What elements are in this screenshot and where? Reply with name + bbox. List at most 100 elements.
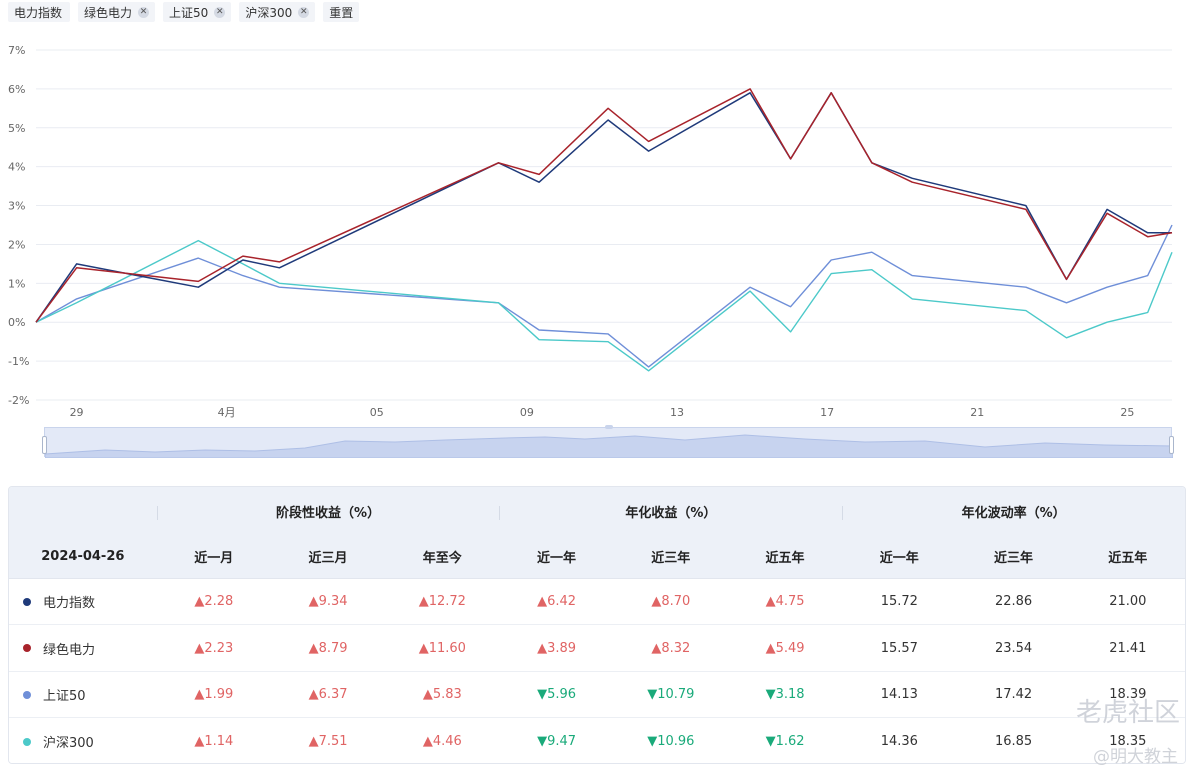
row-name: 上证50 [43,689,86,704]
return-table: 阶段性收益（%） 年化收益（%） 年化波动率（%） 2024-04-26 近一月… [8,486,1186,764]
time-range-slider[interactable] [42,425,1174,458]
value-cell: 21.41 [1109,640,1147,656]
value-cell: ▲8.70 [651,594,691,609]
y-tick-label: 1% [8,277,25,290]
y-tick-label: 6% [8,83,25,96]
value-cell: ▼9.47 [537,734,577,749]
value-cell: ▲8.79 [308,640,348,656]
date-header: 2024-04-26 [41,549,125,564]
table-row: 上证50 ▲1.99 ▲6.37 ▲5.83 ▼5.96 ▼10.79 ▼3.18 14.13… [9,672,1185,718]
slider-preview [45,434,1173,458]
table-row: 电力指数 ▲2.28 ▲9.34 ▲12.72 ▲6.42 ▲8.70 ▲4.75 15.72… [9,579,1185,625]
group-header-row: 阶段性收益（%） 年化收益（%） 年化波动率（%） [9,487,1185,535]
column-header: 近五年 [1108,551,1148,566]
value-cell: ▲12.72 [418,594,466,609]
value-cell: ▲6.42 [537,594,577,609]
row-name-cell: 上证50 [9,685,157,704]
value-cell: 16.85 [994,734,1033,749]
x-tick-label: 29 [70,406,84,419]
series-line-2 [35,224,1173,368]
y-tick-label: 3% [8,200,25,213]
value-cell: ▲8.32 [651,640,691,656]
value-cell: ▲11.60 [418,640,466,656]
x-tick-label: 09 [520,406,534,419]
series-dot-icon [23,597,31,606]
slider-grip[interactable] [605,425,613,429]
value-cell: 23.54 [994,640,1033,656]
value-cell: 18.35 [1109,734,1147,749]
x-tick-label: 25 [1120,406,1134,419]
y-tick-label: -2% [8,394,29,407]
compare-chip-green-power[interactable]: 绿色电力 ✕ [78,2,156,22]
x-tick-label: 05 [370,406,384,419]
value-cell: ▲4.75 [765,594,805,609]
value-cell: ▲4.46 [422,734,462,749]
value-cell: ▲5.49 [765,640,805,656]
slider-left-handle[interactable] [42,436,47,454]
value-cell: ▲1.99 [194,687,234,702]
series-line-0 [35,92,1172,323]
value-cell: ▲7.51 [308,734,348,749]
y-tick-label: 0% [8,316,25,329]
close-icon[interactable]: ✕ [298,6,310,18]
row-name: 电力指数 [43,596,96,611]
value-cell: 18.39 [1109,687,1147,702]
reset-button[interactable]: 重置 [323,2,360,22]
filter-bar: 电力指数 绿色电力 ✕ 上证50 ✕ 沪深300 ✕ 重置 [8,1,360,23]
row-name-cell: 沪深300 [9,732,157,751]
value-cell: ▲2.23 [194,640,234,656]
column-header: 近三月 [308,551,348,566]
value-cell: 21.00 [1109,594,1147,609]
series-line-1 [35,88,1173,323]
column-header: 近五年 [765,551,805,566]
x-tick-label: 21 [970,406,984,419]
value-cell: ▲5.83 [422,687,462,702]
y-tick-label: -1% [8,355,29,368]
column-header: 近一年 [537,551,577,566]
column-header: 年至今 [422,551,462,566]
chip-label: 上证50 [169,5,209,20]
y-tick-label: 4% [8,161,25,174]
value-cell: ▲2.28 [194,594,234,609]
slider-right-handle[interactable] [1169,436,1174,454]
x-tick-label: 13 [670,406,684,419]
value-cell: 15.57 [880,640,918,656]
close-icon[interactable]: ✕ [138,6,150,18]
row-name-cell: 电力指数 [9,592,157,611]
group-header: 年化收益（%） [499,502,842,521]
brand-watermark: 老虎社区 [1075,698,1180,728]
x-tick-label: 4月 [218,406,236,419]
value-cell: ▼3.18 [765,687,805,702]
base-index-chip[interactable]: 电力指数 [8,2,71,22]
value-cell: ▲3.89 [537,640,577,656]
group-header: 阶段性收益（%） [156,502,500,521]
value-cell: 17.42 [994,687,1033,702]
x-tick-label: 17 [820,406,834,419]
series-dot-icon [23,690,31,699]
y-tick-label: 5% [8,122,25,135]
series-dot-icon [23,644,31,652]
row-name: 沪深300 [43,736,94,751]
series-line-3 [35,239,1173,372]
y-tick-label: 2% [8,238,25,251]
row-name: 绿色电力 [43,642,96,658]
chip-label: 沪深300 [245,5,293,20]
column-header: 近一月 [194,551,234,566]
value-cell: 15.72 [880,594,918,609]
value-cell: ▲1.14 [194,734,234,749]
group-header: 年化波动率（%） [842,502,1185,521]
close-icon[interactable]: ✕ [214,6,226,18]
base-index-label: 电力指数 [14,5,63,20]
compare-chip-sse50[interactable]: 上证50 ✕ [163,2,232,22]
reset-label: 重置 [329,5,354,20]
table-row: 沪深300 ▲1.14 ▲7.51 ▲4.46 ▼9.47 ▼10.96 ▼1.62 14.3… [9,718,1185,763]
value-cell: ▲6.37 [308,687,348,702]
column-header: 近一年 [879,551,919,566]
user-watermark: @明大教主 [1093,747,1178,767]
compare-chip-csi300[interactable]: 沪深300 ✕ [239,2,316,22]
chip-label: 绿色电力 [84,5,133,20]
column-header: 近三年 [651,551,691,566]
value-cell: ▼10.96 [647,734,695,749]
row-name-cell: 绿色电力 [9,639,157,658]
value-cell: ▲9.34 [308,594,348,609]
